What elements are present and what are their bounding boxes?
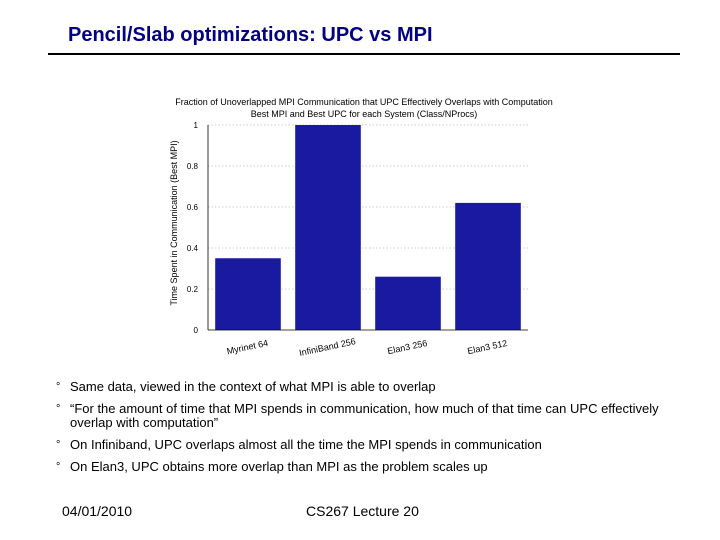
bullet-item: ° “For the amount of time that MPI spends… (56, 402, 676, 430)
bars (215, 125, 521, 330)
x-tick-labels: Myrinet 64 InfiniBand 256 Elan3 256 Elan3 5… (226, 336, 508, 358)
bullet-item: ° On Elan3, UPC obtains more overlap than… (56, 460, 676, 474)
chart-title: Fraction of Unoverlapped MPI Communicati… (175, 97, 553, 107)
bullet-glyph: ° (56, 461, 61, 473)
x-tick-label: InfiniBand 256 (298, 336, 356, 358)
y-tick-label: 0.6 (187, 203, 199, 212)
y-tick-label: 1 (194, 121, 199, 130)
y-tick-label: 0.2 (187, 285, 199, 294)
bullet-item: ° On Infiniband, UPC overlaps almost all … (56, 438, 676, 452)
slide-title: Pencil/Slab optimizations: UPC vs MPI (68, 24, 433, 46)
bullet-glyph: ° (56, 381, 61, 393)
y-tick-labels: 0 0.2 0.4 0.6 0.8 1 (187, 121, 199, 335)
x-tick-label: Elan3 256 (387, 338, 429, 356)
bar (215, 258, 281, 330)
y-tick-label: 0.4 (187, 244, 199, 253)
x-tick-label: Elan3 512 (467, 338, 509, 356)
bullet-text: On Elan3, UPC obtains more overlap than … (70, 459, 488, 474)
bullet-text: On Infiniband, UPC overlaps almost all t… (70, 437, 542, 452)
bullet-glyph: ° (56, 403, 61, 415)
footer-course: CS267 Lecture 20 (306, 503, 419, 519)
y-tick-label: 0.8 (187, 162, 199, 171)
bar-chart: Fraction of Unoverlapped MPI Communicati… (169, 97, 553, 358)
bullet-list: ° Same data, viewed in the context of wha… (56, 380, 676, 482)
bullet-glyph: ° (56, 439, 61, 451)
title-divider (48, 53, 680, 55)
bar (375, 276, 441, 330)
chart-subtitle: Best MPI and Best UPC for each System (C… (251, 109, 478, 119)
bullet-text: “For the amount of time that MPI spends … (70, 401, 659, 430)
bullet-item: ° Same data, viewed in the context of wha… (56, 380, 676, 394)
bullet-text: Same data, viewed in the context of what… (70, 379, 436, 394)
bar (455, 202, 521, 330)
footer-date: 04/01/2010 (62, 503, 133, 519)
y-tick-label: 0 (194, 326, 199, 335)
y-axis-label: Time Spent in Communication (Best MPI) (169, 140, 179, 305)
bar (295, 125, 361, 330)
x-tick-label: Myrinet 64 (226, 338, 269, 357)
